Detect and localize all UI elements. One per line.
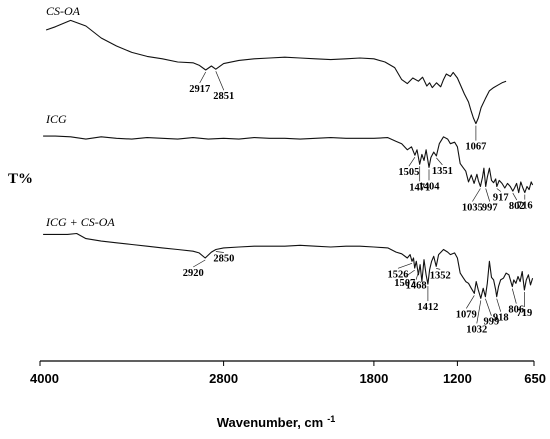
peak-label-918: 918 [493,313,509,324]
peak-leader-806 [511,288,517,304]
peak-label-1067: 1067 [465,142,486,153]
peak-label-997: 997 [482,203,498,214]
peak-label-2850: 2850 [213,254,234,265]
peak-leader-1079 [466,295,475,309]
peak-leader-1352 [436,268,441,270]
peak-leader-1035 [472,188,481,202]
peak-label-806: 806 [508,305,524,316]
peak-leader-2920 [193,259,206,268]
peak-label-802: 802 [509,201,525,212]
peak-leader-918 [496,298,502,312]
series-name-icg-cs-oa: ICG + CS-OA [45,215,115,229]
peak-label-1507: 1507 [394,278,415,289]
peak-leader-917 [496,188,502,192]
trace-icg [43,135,534,194]
peak-label-1035: 1035 [462,203,483,214]
peak-label-716: 716 [517,201,533,212]
peak-label-1032: 1032 [466,324,487,335]
peak-label-1352: 1352 [430,270,451,281]
peak-leader-997 [485,188,491,202]
peak-label-1404: 1404 [419,181,441,192]
peak-leader-1468 [415,266,421,280]
trace-cs-oa [45,19,507,125]
peak-label-1471: 1471 [409,182,430,193]
trace-icg-cs-oa [43,232,534,299]
x-tick-label-650: 650 [524,371,546,386]
peak-leader-1032 [476,300,482,324]
x-tick-label-1800: 1800 [359,371,388,386]
peak-leader-2850 [215,251,224,253]
peak-leader-999 [485,298,492,316]
series-names: CS-OA ICG ICG + CS-OA [45,4,115,229]
x-tick-label-1200: 1200 [443,371,472,386]
peak-label-2851: 2851 [213,91,234,102]
x-axis-ticks: 4000 2800 1800 1200 650 [30,361,546,386]
peak-label-1526: 1526 [388,269,409,280]
x-axis-title: Wavenumber, cm -1 [217,414,335,430]
peak-label-1468: 1468 [406,281,427,292]
peak-leader-1351 [436,157,443,166]
peak-leader-802 [512,192,518,201]
x-tick-label-4000: 4000 [30,371,59,386]
x-tick-label-2800: 2800 [209,371,238,386]
x-axis-title-superscript: -1 [327,414,335,424]
peak-leader-1526 [397,262,413,269]
series-name-cs-oa: CS-OA [46,4,81,18]
peak-leader-2917 [199,71,207,84]
peak-label-1079: 1079 [456,309,477,320]
y-axis-label: T% [8,171,33,187]
peak-label-1351: 1351 [432,166,453,177]
peak-label-917: 917 [493,193,509,204]
x-axis-title-text: Wavenumber, cm [217,415,323,430]
peak-label-2920: 2920 [183,268,204,279]
spectra-traces [43,19,534,299]
peak-label-719: 719 [517,308,533,319]
peak-label-1412: 1412 [417,302,438,313]
peak-leader-1507 [404,269,415,278]
peak-label-2917: 2917 [189,84,210,95]
peak-leader-2851 [215,71,225,91]
series-name-icg: ICG [45,112,67,126]
peak-label-1505: 1505 [398,167,419,178]
peak-leader-1505 [408,157,416,167]
peak-label-999: 999 [484,317,500,328]
peak-annotations: 2917285110671505147114041351103599791780… [183,71,533,335]
